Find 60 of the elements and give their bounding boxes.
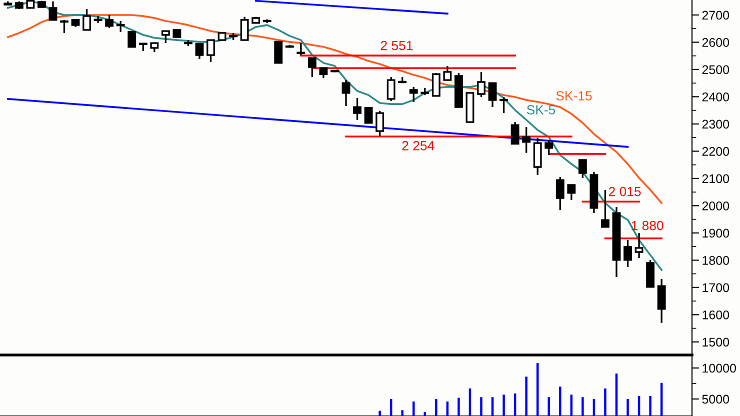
series-label: SK-15 [556, 91, 592, 100]
y-tick-label: 1700 [702, 283, 730, 292]
candlestick [477, 71, 486, 98]
candlestick [319, 66, 328, 79]
candlestick [432, 72, 440, 98]
candlestick [386, 76, 396, 102]
candlestick [195, 42, 204, 60]
candlestick [161, 30, 170, 44]
candlestick [578, 158, 587, 179]
candlestick [510, 121, 520, 146]
candlestick [274, 40, 283, 64]
series-label: 2 015 [608, 186, 641, 196]
candlestick [364, 107, 373, 124]
candlestick [443, 65, 452, 82]
y-tick-label: 1800 [702, 256, 730, 265]
candlestick [60, 19, 68, 34]
y-tick-label: 10000 [702, 364, 736, 373]
candlestick [533, 137, 542, 176]
candlestick [342, 79, 350, 107]
y-tick-label: 1900 [702, 228, 730, 238]
y-tick-label: 2500 [702, 65, 730, 74]
y-tick-label: 2000 [702, 202, 730, 210]
candlestick [544, 139, 554, 156]
candlestick [48, 0, 58, 22]
candlestick [646, 259, 655, 288]
y-tick-label: 2700 [702, 10, 730, 20]
candlestick [128, 31, 136, 48]
y-tick-label: 2300 [702, 120, 730, 129]
candlestick [376, 110, 384, 137]
candlestick [105, 14, 114, 29]
candlestick [634, 232, 644, 259]
y-tick-label: 2400 [702, 92, 730, 102]
candlestick [567, 184, 576, 201]
candlestick [556, 176, 564, 211]
y-tick-label: 2200 [702, 147, 730, 156]
y-tick-label: 1500 [702, 338, 730, 347]
candlestick [601, 189, 610, 228]
series-label: 2 551 [380, 40, 413, 50]
candlestick [116, 20, 125, 33]
candlestick [409, 86, 418, 103]
candlestick [150, 42, 159, 53]
candlestick [353, 97, 362, 121]
candlestick [624, 239, 632, 268]
candlestick [522, 126, 531, 154]
series-label: 1 880 [632, 220, 664, 230]
candlestick [488, 82, 497, 108]
candlestick [240, 16, 249, 42]
candlestick [206, 38, 215, 63]
line-series [6, 1, 662, 271]
candlestick [296, 42, 306, 56]
series-label: 2 254 [402, 141, 434, 150]
candlestick [657, 278, 666, 324]
candlestick [500, 96, 508, 114]
y-tick-label: 2600 [702, 38, 730, 47]
y-tick-label: 2100 [702, 174, 730, 184]
series-label: SK-5 [526, 105, 556, 114]
candlestick [82, 8, 91, 32]
y-tick-label: 1600 [702, 310, 730, 320]
y-tick-label: 5000 [702, 394, 730, 404]
candlestick [308, 56, 316, 78]
